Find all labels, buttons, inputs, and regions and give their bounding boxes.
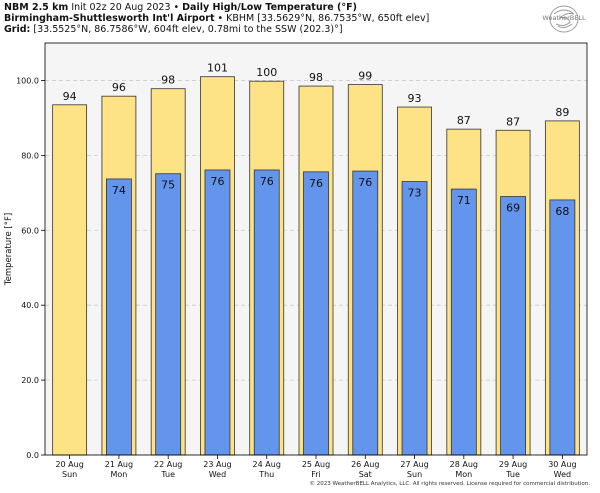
x-tick-weekday: Thu xyxy=(258,470,274,479)
high-temp-label: 87 xyxy=(506,115,520,128)
init-time: Init 02z 20 Aug 2023 xyxy=(71,2,171,13)
low-temp-label: 73 xyxy=(408,187,422,200)
x-tick-weekday: Mon xyxy=(110,470,127,479)
low-temp-bar xyxy=(500,196,526,456)
x-tick-date: 20 Aug xyxy=(55,460,83,469)
x-tick-weekday: Sun xyxy=(407,470,422,479)
high-temp-label: 98 xyxy=(161,74,175,87)
high-temp-label: 93 xyxy=(408,92,422,105)
low-temp-bar xyxy=(106,178,132,456)
high-temp-label: 94 xyxy=(63,90,77,103)
low-temp-label: 76 xyxy=(358,176,372,189)
product-name: Daily High/Low Temperature (°F) xyxy=(182,2,357,13)
high-temp-label: 98 xyxy=(309,71,323,84)
low-temp-bar xyxy=(352,170,379,456)
low-temp-bar xyxy=(401,181,428,456)
low-temp-label: 68 xyxy=(555,205,569,218)
low-temp-bar xyxy=(155,173,182,456)
logo-text: WeatherBELL xyxy=(542,14,586,22)
grid-label: Grid: xyxy=(4,24,31,35)
location-name: Birmingham-Shuttlesworth Int'l Airport xyxy=(4,13,215,24)
high-temp-label: 100 xyxy=(256,66,277,79)
y-tick-label: 100.0 xyxy=(16,76,39,85)
plot-frame xyxy=(44,42,588,456)
copyright-footer: © 2023 WeatherBELL Analytics, LLC. All r… xyxy=(309,481,590,487)
low-temp-label: 76 xyxy=(309,177,323,190)
model-name: NBM 2.5 km xyxy=(4,2,69,13)
location-detail: KBHM [33.5629°N, 86.7535°W, 650ft elev] xyxy=(226,13,430,24)
x-tick-weekday: Sat xyxy=(359,470,372,479)
x-tick-weekday: Fri xyxy=(311,470,321,479)
y-tick-label: 20.0 xyxy=(21,376,39,385)
y-tick-label: 60.0 xyxy=(21,226,39,235)
x-tick-weekday: Sun xyxy=(62,470,77,479)
separator: • xyxy=(173,2,180,13)
grid-line: Grid: [33.5525°N, 86.7586°W, 604ft elev,… xyxy=(4,24,343,35)
x-tick-weekday: Wed xyxy=(554,470,571,479)
high-temp-label: 101 xyxy=(207,62,228,75)
grid-detail: [33.5525°N, 86.7586°W, 604ft elev, 0.78m… xyxy=(33,24,343,35)
low-temp-label: 76 xyxy=(260,175,274,188)
y-tick-label: 80.0 xyxy=(21,151,39,160)
x-tick-date: 24 Aug xyxy=(253,460,281,469)
y-tick-label: 40.0 xyxy=(21,301,39,310)
x-tick-date: 25 Aug xyxy=(302,460,330,469)
high-temp-label: 99 xyxy=(358,70,372,83)
low-temp-label: 69 xyxy=(506,202,520,215)
low-temp-bar xyxy=(450,188,477,456)
high-temp-label: 87 xyxy=(457,114,471,127)
low-temp-bar xyxy=(303,171,329,456)
x-tick-weekday: Tue xyxy=(160,470,175,479)
high-temp-bar xyxy=(52,104,88,456)
y-tick-label: 0.0 xyxy=(26,451,39,460)
high-temp-label: 96 xyxy=(112,81,126,94)
x-tick-date: 28 Aug xyxy=(450,460,478,469)
chart-title-line: NBM 2.5 km Init 02z 20 Aug 2023 • Daily … xyxy=(4,2,357,13)
x-tick-weekday: Tue xyxy=(505,470,520,479)
weatherbell-swirl-icon xyxy=(549,5,579,33)
location-line: Birmingham-Shuttlesworth Int'l Airport •… xyxy=(4,13,429,24)
low-temp-label: 76 xyxy=(210,175,224,188)
separator: • xyxy=(217,13,224,24)
x-tick-date: 26 Aug xyxy=(351,460,379,469)
x-tick-date: 29 Aug xyxy=(499,460,527,469)
x-tick-date: 23 Aug xyxy=(203,460,231,469)
low-temp-label: 75 xyxy=(161,179,175,192)
low-temp-bar xyxy=(204,169,231,456)
x-tick-date: 22 Aug xyxy=(154,460,182,469)
low-temp-bar xyxy=(253,169,280,456)
low-temp-label: 74 xyxy=(112,184,126,197)
low-temp-bar xyxy=(549,199,576,456)
x-tick-date: 30 Aug xyxy=(548,460,576,469)
x-tick-weekday: Mon xyxy=(455,470,472,479)
y-axis-label: Temperature [°F] xyxy=(4,213,14,286)
x-tick-weekday: Wed xyxy=(209,470,226,479)
x-tick-date: 21 Aug xyxy=(105,460,133,469)
high-temp-label: 89 xyxy=(555,106,569,119)
low-temp-label: 71 xyxy=(457,194,471,207)
x-tick-date: 27 Aug xyxy=(400,460,428,469)
weatherbell-logo: WeatherBELL xyxy=(542,5,586,33)
